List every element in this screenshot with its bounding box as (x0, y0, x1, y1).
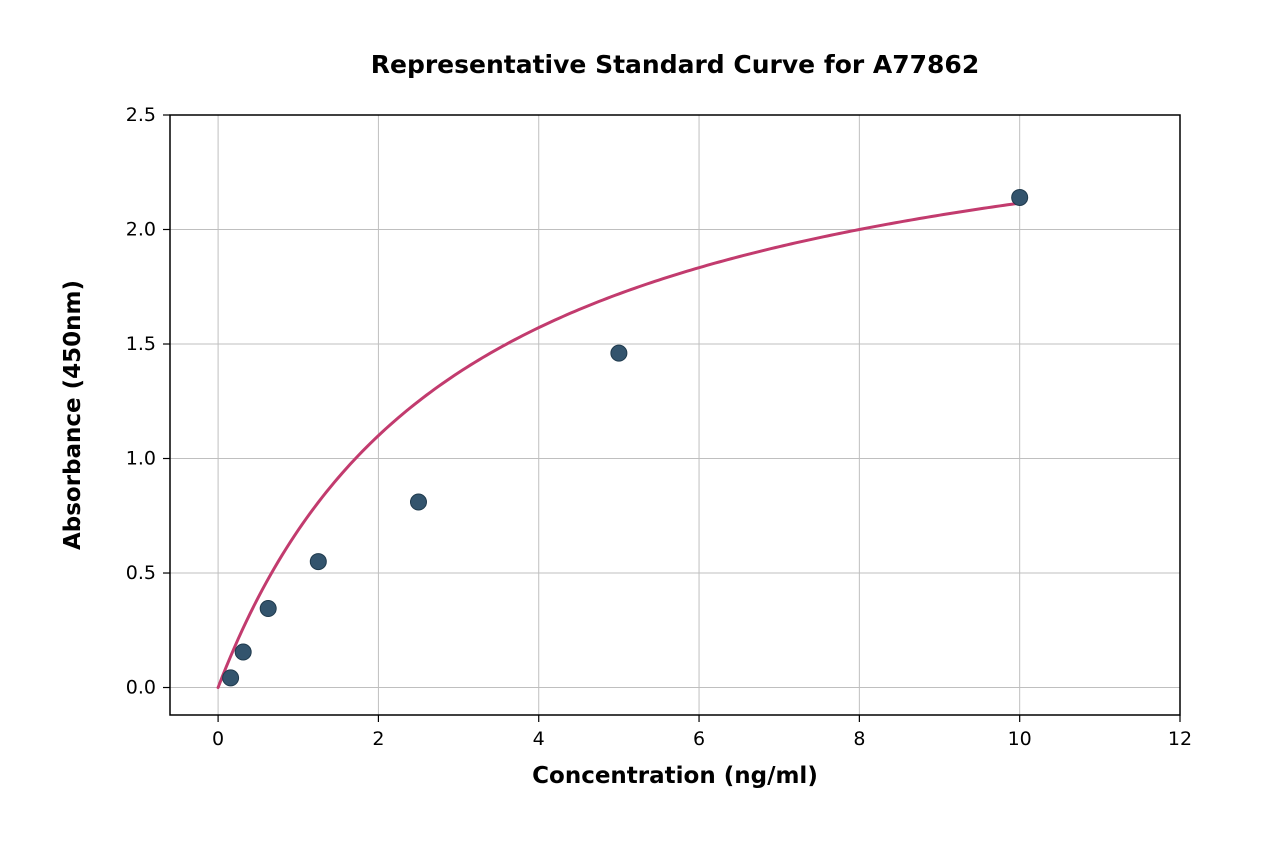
data-point (611, 345, 627, 361)
x-tick-label: 10 (1008, 728, 1032, 750)
y-tick-label: 2.0 (126, 219, 156, 241)
x-tick-label: 6 (693, 728, 705, 750)
chart-container: 0 2 4 6 8 10 12 0.0 0.5 1.0 1.5 2.0 2.5 Representat… (0, 0, 1280, 845)
x-axis-label: Concentration (ng/ml) (532, 763, 818, 789)
data-point (223, 670, 239, 686)
data-point (410, 494, 426, 510)
x-axis-ticks: 0 2 4 6 8 10 12 (212, 715, 1192, 750)
y-tick-label: 1.0 (126, 448, 156, 470)
x-tick-label: 8 (853, 728, 865, 750)
plot-background (170, 115, 1180, 715)
data-point (1012, 189, 1028, 205)
y-tick-label: 0.5 (126, 562, 156, 584)
standard-curve-chart: 0 2 4 6 8 10 12 0.0 0.5 1.0 1.5 2.0 2.5 Representat… (0, 0, 1280, 845)
x-tick-label: 12 (1168, 728, 1192, 750)
data-point (310, 554, 326, 570)
chart-title: Representative Standard Curve for A77862 (371, 50, 979, 79)
x-tick-label: 0 (212, 728, 224, 750)
y-tick-label: 2.5 (126, 104, 156, 126)
y-tick-label: 1.5 (126, 333, 156, 355)
y-tick-label: 0.0 (126, 677, 156, 699)
y-axis-ticks: 0.0 0.5 1.0 1.5 2.0 2.5 (126, 104, 170, 699)
x-tick-label: 2 (372, 728, 384, 750)
x-tick-label: 4 (533, 728, 545, 750)
y-axis-label: Absorbance (450nm) (60, 280, 86, 550)
data-point (260, 601, 276, 617)
data-point (235, 644, 251, 660)
